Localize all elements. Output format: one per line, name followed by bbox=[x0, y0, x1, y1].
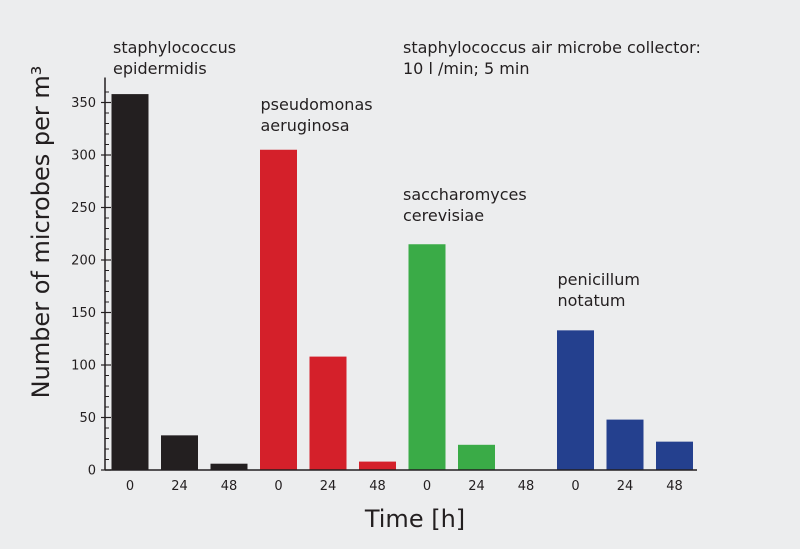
series-4 bbox=[557, 330, 693, 470]
x-tick-label: 48 bbox=[369, 479, 386, 494]
y-tick-label: 0 bbox=[88, 464, 96, 479]
bar bbox=[161, 435, 198, 470]
y-tick-label: 100 bbox=[71, 359, 96, 374]
x-tick-label: 0 bbox=[423, 479, 431, 494]
x-tick-label: 24 bbox=[617, 479, 634, 494]
y-tick-label: 200 bbox=[71, 254, 96, 269]
chart-annotation: staphylococcus air microbe collector: 10 … bbox=[403, 38, 701, 78]
bars bbox=[111, 94, 693, 470]
y-tick-label: 350 bbox=[71, 96, 96, 111]
series-label: penicillum notatum bbox=[558, 270, 640, 310]
bar bbox=[606, 419, 644, 470]
series-label: saccharomyces cerevisiae bbox=[403, 185, 527, 225]
x-tick-label: 24 bbox=[171, 479, 188, 494]
x-tick-label: 24 bbox=[320, 479, 337, 494]
y-tick-label: 250 bbox=[71, 201, 96, 216]
x-tick-label: 0 bbox=[126, 479, 134, 494]
x-tick-label: 24 bbox=[468, 479, 485, 494]
y-tick-label: 150 bbox=[71, 306, 96, 321]
series-label: pseudomonas aeruginosa bbox=[261, 95, 373, 135]
series-1 bbox=[111, 94, 248, 470]
bar bbox=[111, 94, 149, 470]
x-axis-title: Time [h] bbox=[364, 505, 465, 533]
bar bbox=[458, 444, 495, 470]
x-tick-label: 0 bbox=[274, 479, 282, 494]
series-labels: staphylococcus epidermidis pseudomonas aeru… bbox=[113, 38, 640, 310]
bar bbox=[309, 356, 347, 470]
series-label: staphylococcus epidermidis bbox=[113, 38, 236, 78]
bar bbox=[210, 463, 248, 470]
bar bbox=[656, 441, 693, 470]
x-tick-label: 0 bbox=[571, 479, 579, 494]
x-tick-label: 48 bbox=[221, 479, 238, 494]
x-tick-label: 48 bbox=[518, 479, 535, 494]
x-tick-label: 48 bbox=[666, 479, 683, 494]
y-axis: 0 50 100 150 200 250 300 350 bbox=[71, 77, 111, 479]
bar bbox=[557, 330, 594, 470]
series-3 bbox=[408, 244, 495, 470]
bar bbox=[408, 244, 446, 470]
y-tick-label: 50 bbox=[79, 411, 96, 426]
x-axis: 0 24 48 0 24 48 0 24 48 0 24 48 bbox=[105, 469, 697, 494]
bar bbox=[359, 461, 396, 470]
series-2 bbox=[260, 149, 396, 470]
y-axis-title: Number of microbes per m³ bbox=[27, 66, 55, 399]
bar bbox=[260, 149, 297, 470]
y-tick-label: 300 bbox=[71, 149, 96, 164]
